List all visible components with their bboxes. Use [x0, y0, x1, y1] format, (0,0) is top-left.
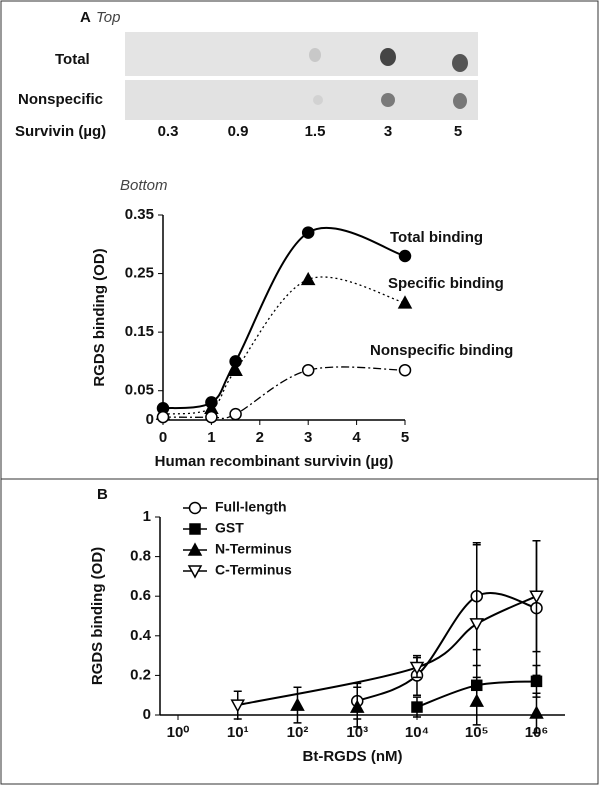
x-tick-label: 10⁵ [465, 724, 489, 741]
y-tick-label: 0.25 [125, 265, 154, 282]
series-label: Total binding [390, 229, 483, 246]
blot-amount: 0.9 [228, 123, 249, 140]
series-line [162, 366, 406, 420]
marker [301, 226, 315, 239]
y-tick-label: 0.8 [130, 548, 151, 565]
panel-label: A [80, 9, 91, 26]
marker [397, 295, 413, 309]
legend-label: C-Terminus [215, 562, 292, 578]
series-label: Specific binding [388, 275, 504, 292]
y-tick-label: 0 [146, 411, 154, 428]
x-tick-label: 4 [352, 429, 361, 446]
series-line [356, 591, 537, 703]
chart-subtitle: Bottom [120, 177, 168, 194]
marker [349, 699, 365, 713]
marker [411, 701, 423, 713]
y-axis-title: RGDS binding (OD) [91, 248, 108, 386]
marker [529, 590, 544, 604]
marker [187, 542, 203, 556]
x-tick-label: 10¹ [227, 724, 249, 741]
y-tick-label: 0.2 [130, 666, 151, 683]
blot-amount: 3 [384, 123, 392, 140]
marker [188, 501, 202, 515]
x-tick-label: 1 [207, 429, 215, 446]
marker [189, 523, 201, 535]
blot-amount: 1.5 [305, 123, 326, 140]
x-axis-title: Bt-RGDS (nM) [303, 748, 403, 765]
legend-label: Full-length [215, 499, 287, 515]
y-tick-label: 0.35 [125, 206, 154, 223]
marker [290, 697, 305, 711]
marker [229, 407, 242, 421]
blot-row-label: Nonspecific [18, 91, 103, 108]
marker [300, 271, 316, 286]
legend-label: N-Terminus [215, 541, 292, 557]
x-tick-label: 2 [256, 429, 264, 446]
x-tick-label: 3 [304, 429, 312, 446]
y-tick-label: 0.4 [130, 627, 152, 644]
marker [230, 699, 246, 713]
x-axis-title: Human recombinant survivin (µg) [155, 453, 394, 470]
y-tick-label: 1 [143, 508, 151, 525]
blot [125, 32, 478, 120]
panel-b-frame [0, 478, 599, 785]
series-label: Nonspecific binding [370, 342, 513, 359]
x-tick-label: 5 [401, 429, 409, 446]
x-tick-label: 10⁴ [405, 724, 429, 741]
marker [469, 618, 485, 632]
y-axis-title: RGDS binding (OD) [89, 547, 106, 685]
marker [301, 363, 315, 377]
y-tick-label: 0.6 [130, 587, 151, 604]
marker [228, 362, 243, 376]
panel-label: B [97, 486, 108, 503]
marker [530, 675, 543, 688]
x-tick-label: 0 [159, 429, 167, 446]
x-tick-label: 10² [287, 724, 309, 741]
x-tick-label: 10³ [346, 724, 368, 741]
marker [398, 249, 412, 263]
y-tick-label: 0.05 [125, 382, 154, 399]
marker [398, 363, 412, 377]
x-tick-label: 10⁰ [167, 724, 190, 741]
blot-row-label: Total [55, 51, 90, 68]
marker [409, 661, 425, 676]
legend-label: GST [215, 520, 244, 536]
panel-subtitle: Top [96, 9, 120, 26]
marker [205, 410, 218, 424]
marker [529, 705, 544, 719]
blot-amount: 0.3 [158, 123, 179, 140]
y-tick-label: 0 [143, 706, 151, 723]
marker [187, 565, 203, 579]
series-line [162, 276, 406, 415]
marker [156, 410, 170, 424]
blot-amount-title: Survivin (µg) [15, 123, 106, 140]
series-line [237, 595, 537, 707]
blot-amount: 5 [454, 123, 462, 140]
y-tick-label: 0.15 [125, 323, 154, 340]
